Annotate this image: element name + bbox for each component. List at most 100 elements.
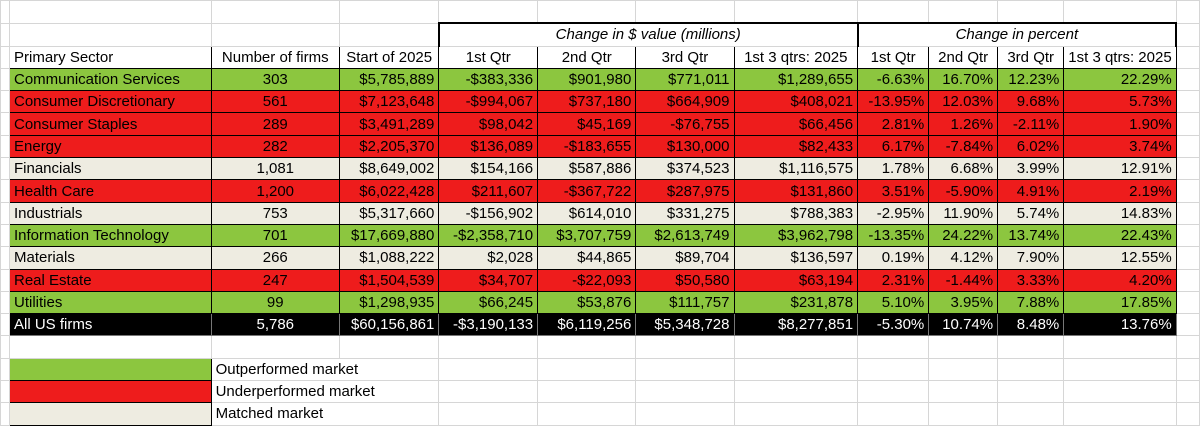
legend-label: Underperformed market <box>210 380 440 404</box>
sector-name: Energy <box>9 134 212 159</box>
total-row: All US firms 5,786 $60,156,861 -$3,190,133 $… <box>0 313 1200 337</box>
column-header: 1st 3 qtrs: 2025 <box>733 45 859 69</box>
table-row: Utilities 99 $1,298,935 $66,245 $53,876 $111,… <box>0 290 1200 315</box>
table-cell: $1,289,655 <box>733 67 859 92</box>
table-cell: 10.74% <box>928 313 999 337</box>
table-cell: $408,021 <box>733 90 859 114</box>
table-cell: -2.95% <box>857 201 930 225</box>
sector-name: Utilities <box>9 290 212 315</box>
table-cell: 17.85% <box>1063 290 1177 315</box>
table-cell: $1,116,575 <box>733 157 859 181</box>
table-cell: 12.03% <box>928 90 999 114</box>
table-cell: 3.74% <box>1063 134 1177 159</box>
table-cell: $3,491,289 <box>338 112 440 136</box>
column-header: 1st Qtr <box>857 45 930 69</box>
legend-item: Matched market <box>0 402 1200 426</box>
table-cell: 303 <box>210 67 340 92</box>
table-cell: $664,909 <box>635 90 735 114</box>
table-cell: $60,156,861 <box>338 313 440 337</box>
table-cell: -$367,722 <box>537 179 637 203</box>
table-cell: -2.11% <box>997 112 1065 136</box>
table-cell: -5.90% <box>928 179 999 203</box>
legend-item: Outperformed market <box>0 357 1200 382</box>
table-cell: $8,649,002 <box>338 157 440 181</box>
dollar-change-header: Change in $ value (millions) <box>437 22 859 47</box>
table-cell: -$383,336 <box>438 67 539 92</box>
column-header-row: Primary Sector Number of firms Start of 20… <box>0 45 1200 69</box>
table-cell: $2,205,370 <box>338 134 440 159</box>
sector-name: Consumer Staples <box>9 112 212 136</box>
table-cell: $136,089 <box>438 134 539 159</box>
table-cell: $5,348,728 <box>635 313 735 337</box>
table-row: Real Estate 247 $1,504,539 $34,707 -$22,093 $… <box>0 268 1200 292</box>
group-header-row: Change in $ value (millions) Change in p… <box>0 22 1200 47</box>
table-cell: 2.19% <box>1063 179 1177 203</box>
table-row: Materials 266 $1,088,222 $2,028 $44,865 $89,7… <box>0 246 1200 270</box>
table-cell: $34,707 <box>438 268 539 292</box>
legend-swatch <box>9 357 212 382</box>
table-cell: 12.55% <box>1063 246 1177 270</box>
table-cell: $3,707,759 <box>537 223 637 248</box>
table-cell: 7.90% <box>997 246 1065 270</box>
table-cell: $53,876 <box>537 290 637 315</box>
column-header: 2nd Qtr <box>537 45 637 69</box>
column-header: Start of 2025 <box>338 45 440 69</box>
table-cell: 4.20% <box>1063 268 1177 292</box>
table-cell: 11.90% <box>928 201 999 225</box>
table-cell: $614,010 <box>537 201 637 225</box>
legend: Outperformed market Underperformed market… <box>0 335 1200 426</box>
table-cell: $89,704 <box>635 246 735 270</box>
sector-name: Information Technology <box>9 223 212 248</box>
table-cell: 22.29% <box>1063 67 1177 92</box>
table-cell: 22.43% <box>1063 223 1177 248</box>
table-cell: 5,786 <box>210 313 340 337</box>
table-cell: 5.74% <box>997 201 1065 225</box>
table-cell: $154,166 <box>438 157 539 181</box>
table-cell: $5,785,889 <box>338 67 440 92</box>
table-row: Health Care 1,200 $6,022,428 $211,607 -$367,… <box>0 179 1200 203</box>
table-row: Communication Services 303 $5,785,889 -$383… <box>0 67 1200 92</box>
table-cell: -$994,067 <box>438 90 539 114</box>
table-cell: 7.88% <box>997 290 1065 315</box>
table-cell: 3.99% <box>997 157 1065 181</box>
table-cell: 6.02% <box>997 134 1065 159</box>
table-cell: 289 <box>210 112 340 136</box>
table-cell: 3.33% <box>997 268 1065 292</box>
table-cell: -13.95% <box>857 90 930 114</box>
table-cell: 24.22% <box>928 223 999 248</box>
legend-item: Underperformed market <box>0 380 1200 404</box>
table-cell: -$183,655 <box>537 134 637 159</box>
sector-name: Materials <box>9 246 212 270</box>
table-cell: $63,194 <box>733 268 859 292</box>
table-row: Financials 1,081 $8,649,002 $154,166 $587,88… <box>0 157 1200 181</box>
table-cell: $8,277,851 <box>733 313 859 337</box>
table-cell: 247 <box>210 268 340 292</box>
table-cell: 99 <box>210 290 340 315</box>
table-cell: 13.74% <box>997 223 1065 248</box>
table-cell: $901,980 <box>537 67 637 92</box>
table-cell: $7,123,648 <box>338 90 440 114</box>
table-cell: $130,000 <box>635 134 735 159</box>
table-cell: 3.95% <box>928 290 999 315</box>
sector-name: Real Estate <box>9 268 212 292</box>
table-cell: $331,275 <box>635 201 735 225</box>
table-cell: 1.26% <box>928 112 999 136</box>
column-header: Number of firms <box>210 45 340 69</box>
table-cell: $587,886 <box>537 157 637 181</box>
table-cell: $17,669,880 <box>338 223 440 248</box>
table-cell: 16.70% <box>928 67 999 92</box>
column-header: 3rd Qtr <box>997 45 1065 69</box>
table-cell: $44,865 <box>537 246 637 270</box>
table-body: Communication Services 303 $5,785,889 -$383… <box>0 67 1200 337</box>
legend-swatch <box>9 380 212 404</box>
column-header: 1st 3 qtrs: 2025 <box>1063 45 1177 69</box>
table-cell: -6.63% <box>857 67 930 92</box>
spacer-row <box>0 0 1200 24</box>
legend-label: Matched market <box>210 402 440 426</box>
table-cell: 6.68% <box>928 157 999 181</box>
table-cell: $3,962,798 <box>733 223 859 248</box>
table-cell: 2.81% <box>857 112 930 136</box>
spacer-row <box>0 335 1200 359</box>
table-cell: 6.17% <box>857 134 930 159</box>
table-cell: 4.12% <box>928 246 999 270</box>
